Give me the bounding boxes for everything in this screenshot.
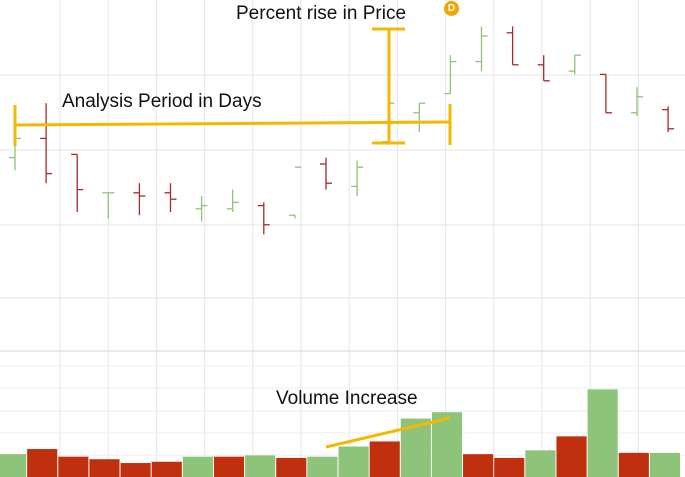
volume-bar: [213, 456, 245, 477]
volume-bar: [27, 449, 58, 477]
volume-bar: [151, 461, 182, 477]
volume-increase-label: Volume Increase: [276, 388, 418, 409]
analysis-period-line: [14, 120, 451, 127]
volume-bar: [307, 456, 338, 477]
volume-increase-line: [325, 416, 451, 449]
volume-bar: [494, 457, 525, 477]
volume-bar: [618, 452, 649, 477]
volume-bar: [525, 450, 556, 477]
volume-bar: [587, 389, 618, 477]
volume-bar: [276, 457, 307, 477]
volume-bar: [58, 456, 89, 477]
volume-bar: [89, 459, 120, 477]
marker-d-icon[interactable]: D: [444, 1, 459, 16]
volume-bar: [649, 452, 680, 477]
volume-bar: [369, 441, 400, 477]
volume-bar: [431, 412, 463, 477]
volume-bar: [245, 455, 276, 477]
volume-bar: [556, 436, 587, 477]
analysis-period-label: Analysis Period in Days: [62, 91, 262, 112]
volume-bar: [182, 456, 213, 477]
volume-bar: [338, 446, 369, 477]
volume-bar: [0, 454, 27, 477]
volume-bar: [463, 454, 494, 477]
volume-bar: [120, 463, 151, 477]
percent-rise-label: Percent rise in Price: [236, 3, 407, 24]
